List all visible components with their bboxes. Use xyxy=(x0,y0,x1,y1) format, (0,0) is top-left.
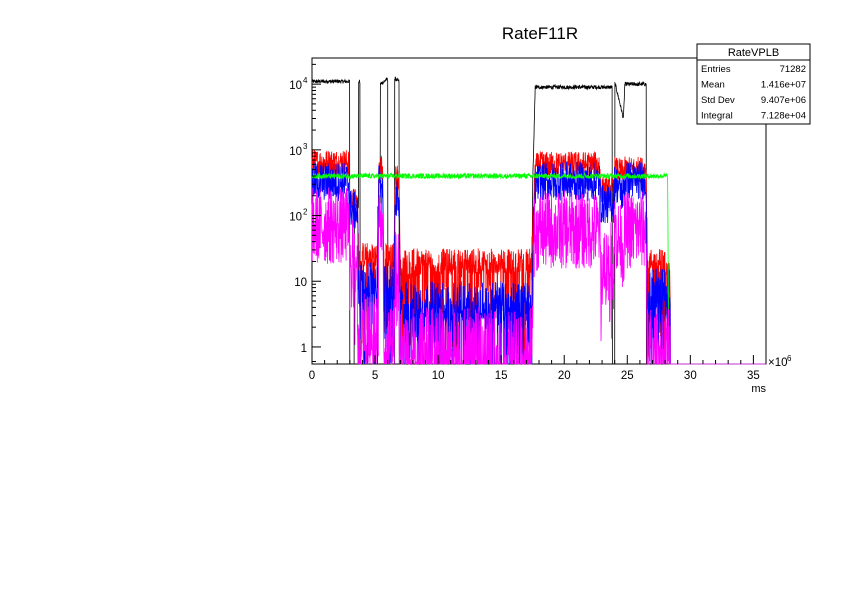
x-tick-label: 0 xyxy=(309,370,315,382)
x-axis-multiplier-base: ×10 xyxy=(768,357,788,369)
y-tick-base: 10 xyxy=(289,212,302,224)
stats-box: RateVPLB Entries 71282 Mean 1.416e+07 Std De… xyxy=(696,43,811,125)
y-tick-base: 10 xyxy=(289,146,302,158)
stats-row-label: Mean xyxy=(701,80,725,91)
stats-row-label: Integral xyxy=(701,111,733,122)
y-tick-base: 10 xyxy=(294,277,307,289)
stats-row-label: Std Dev xyxy=(701,95,735,106)
y-tick-exponent: 3 xyxy=(303,142,308,151)
y-tick-base: 1 xyxy=(301,343,307,355)
y-tick-exponent: 4 xyxy=(303,76,308,85)
chart-title: RateF11R xyxy=(502,24,578,43)
y-tick-label: 10 xyxy=(294,277,307,289)
x-tick-label: 20 xyxy=(558,370,571,382)
x-tick-label: 15 xyxy=(495,370,508,382)
y-tick-label: 10 3 xyxy=(289,142,308,158)
stats-row-value: 7.128e+04 xyxy=(761,111,806,122)
x-tick-label: 25 xyxy=(621,370,634,382)
x-tick-label: 30 xyxy=(684,370,697,382)
x-axis-multiplier-exponent: 6 xyxy=(787,354,792,363)
series-line-4 xyxy=(311,186,766,366)
stats-box-rows: Entries 71282 Mean 1.416e+07 Std Dev 9.407e+0… xyxy=(701,64,806,122)
y-tick-label: 10 2 xyxy=(289,208,308,224)
x-tick-label: 5 xyxy=(372,370,378,382)
x-axis-multiplier: ×10 6 xyxy=(768,354,792,369)
x-tick-label: 10 xyxy=(432,370,445,382)
x-tick-label: 35 xyxy=(747,370,760,382)
stats-row-value: 71282 xyxy=(780,64,806,75)
y-tick-label: 1 xyxy=(301,343,307,355)
stats-box-frame xyxy=(696,43,811,125)
stats-row-value: 1.416e+07 xyxy=(761,80,806,91)
x-axis-label: ms xyxy=(751,383,766,395)
y-tick-label: 10 4 xyxy=(289,76,308,92)
stats-row-label: Entries xyxy=(701,64,731,75)
y-tick-exponent: 2 xyxy=(303,208,308,217)
y-tick-base: 10 xyxy=(289,80,302,92)
stats-row-value: 9.407e+06 xyxy=(761,95,806,106)
stats-box-title: RateVPLB xyxy=(728,47,779,59)
